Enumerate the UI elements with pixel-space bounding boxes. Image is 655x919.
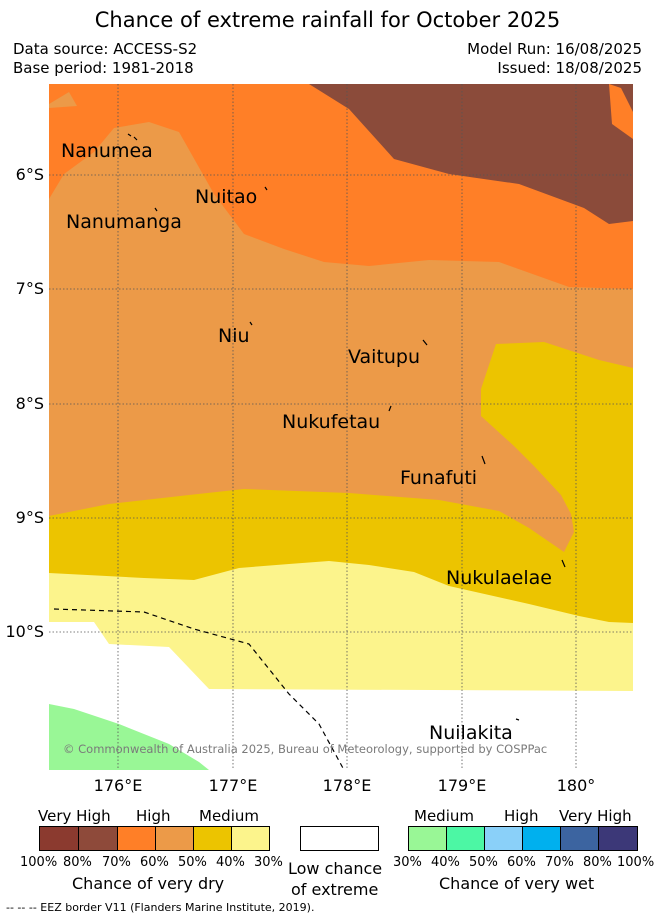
- low-chance-label-line1: Low chance: [288, 859, 383, 878]
- wet-pct-50: 50%: [469, 855, 498, 870]
- wet-category-very-high: Very High: [559, 807, 632, 825]
- wet-swatch-50-60: [484, 826, 523, 851]
- island-label-vaitupu: Vaitupu: [348, 346, 421, 368]
- dry-pct-100: 100%: [20, 855, 58, 870]
- wet-pct-100: 100%: [617, 855, 655, 870]
- lat-label-6s: 6°S: [15, 165, 44, 184]
- map-canvas: [49, 84, 633, 770]
- island-label-niu: Niu: [218, 325, 250, 347]
- wet-swatch-40-50: [446, 826, 485, 851]
- base-period: Base period: 1981-2018: [13, 59, 194, 77]
- wet-swatch-30-40: [408, 826, 447, 851]
- low-chance-swatch: [300, 826, 379, 851]
- dry-swatch-50-40: [193, 826, 232, 851]
- zone-tan-patch: [49, 92, 77, 108]
- dry-swatch-60-50: [155, 826, 194, 851]
- lon-label-178e: 178°E: [322, 776, 372, 795]
- dry-pct-40: 40%: [216, 855, 245, 870]
- lon-label-176e: 176°E: [93, 776, 143, 795]
- dry-category-very-high: Very High: [38, 807, 111, 825]
- wet-category-medium: Medium: [414, 807, 474, 825]
- island-label-nanumea: Nanumea: [61, 140, 153, 162]
- wet-legend-label: Chance of very wet: [439, 874, 595, 893]
- wet-swatch-60-70: [522, 826, 561, 851]
- graticule: [49, 84, 633, 770]
- dry-pct-50: 50%: [178, 855, 207, 870]
- island-label-nuitao: Nuitao: [195, 186, 258, 208]
- island-label-nukufetau: Nukufetau: [282, 411, 381, 433]
- wet-category-high: High: [504, 807, 539, 825]
- lat-label-8s: 8°S: [15, 394, 44, 413]
- wet-swatch-70-80: [560, 826, 599, 851]
- dry-category-high: High: [136, 807, 171, 825]
- zone-low-chance: [49, 622, 633, 770]
- island-label-nukulaelae: Nukulaelae: [446, 567, 552, 589]
- issued-date: Issued: 18/08/2025: [497, 59, 642, 77]
- dry-pct-80: 80%: [63, 855, 92, 870]
- wet-pct-40: 40%: [431, 855, 460, 870]
- model-run: Model Run: 16/08/2025: [467, 40, 642, 58]
- lat-label-10s: 10°S: [5, 622, 44, 641]
- wet-pct-70: 70%: [545, 855, 574, 870]
- dry-legend-label: Chance of very dry: [72, 874, 225, 893]
- eez-legend: -- -- -- EEZ border V11 (Flanders Marine…: [6, 901, 315, 914]
- low-chance-label-line2: of extreme: [291, 880, 379, 899]
- copyright-credit: © Commonwealth of Australia 2025, Bureau…: [63, 742, 548, 756]
- eez-border: [53, 608, 345, 770]
- wet-swatch-80-100: [598, 826, 638, 851]
- island-label-nuilakita: Nuilakita: [429, 722, 513, 744]
- wet-pct-60: 60%: [507, 855, 536, 870]
- dry-pct-70: 70%: [102, 855, 131, 870]
- island-markers: [127, 133, 566, 721]
- dry-swatch-40-30: [231, 826, 270, 851]
- dry-pct-60: 60%: [140, 855, 169, 870]
- wet-pct-80: 80%: [583, 855, 612, 870]
- lon-label-179e: 179°E: [437, 776, 487, 795]
- lat-label-7s: 7°S: [15, 279, 44, 298]
- zone-30-40-wet: [49, 704, 209, 770]
- zone-80-100-dry: [309, 84, 633, 224]
- dry-swatch-70-60: [117, 826, 156, 851]
- dry-pct-30: 30%: [254, 855, 283, 870]
- dry-swatch-100-80: [39, 826, 79, 851]
- dry-swatch-80-70: [78, 826, 118, 851]
- rainfall-map[interactable]: Nanumea Nuitao Nanumanga Niu Vaitupu Nuk…: [49, 84, 633, 770]
- island-label-nanumanga: Nanumanga: [66, 211, 182, 233]
- island-label-funafuti: Funafuti: [400, 467, 478, 489]
- lon-label-177e: 177°E: [208, 776, 258, 795]
- dry-category-medium: Medium: [199, 807, 259, 825]
- map-title: Chance of extreme rainfall for October 2…: [94, 8, 561, 32]
- data-source: Data source: ACCESS-S2: [13, 40, 198, 58]
- lat-label-9s: 9°S: [15, 508, 44, 527]
- lon-label-180: 180°: [556, 776, 596, 795]
- wet-pct-30: 30%: [393, 855, 422, 870]
